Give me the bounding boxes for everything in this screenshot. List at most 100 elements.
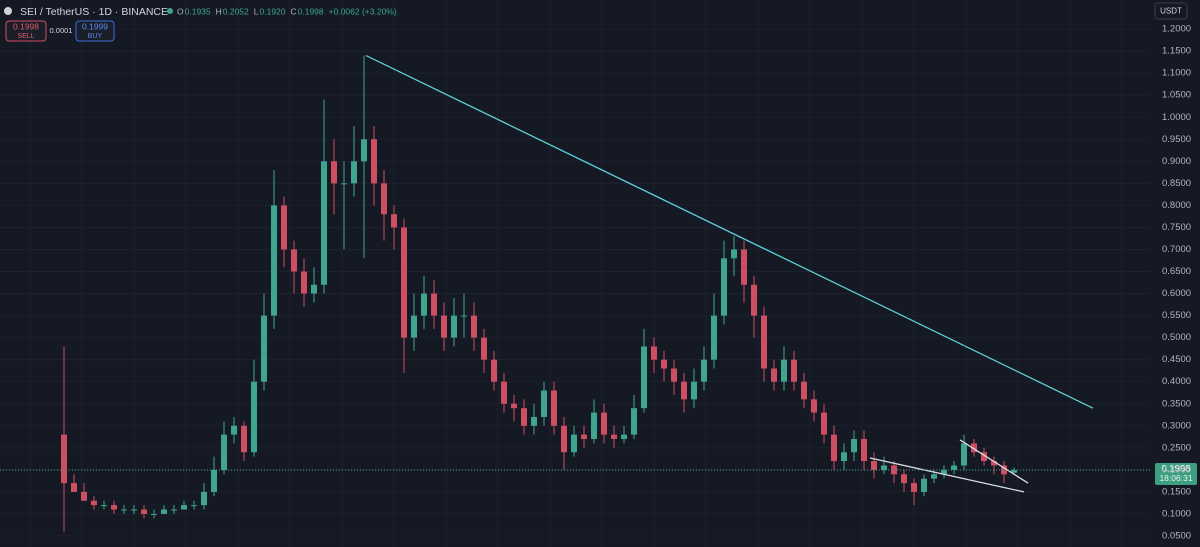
y-tick-label: 1.1500	[1162, 46, 1191, 57]
candle-body	[531, 416, 537, 426]
legend-key: L	[254, 6, 259, 16]
candle-body	[751, 284, 757, 316]
candle-body	[851, 439, 857, 453]
y-tick-label: 0.3500	[1162, 398, 1191, 409]
candle-body	[771, 368, 777, 382]
y-tick-label: 0.2500	[1162, 442, 1191, 453]
buy-button[interactable]	[75, 20, 115, 42]
legend-change: +0.0062 (+3.20%)	[329, 6, 397, 16]
y-tick-label: 0.3000	[1162, 420, 1191, 431]
symbol-icon	[4, 7, 12, 15]
candle-body	[991, 461, 997, 466]
y-tick-label: 0.7500	[1162, 222, 1191, 233]
candle-body	[841, 452, 847, 462]
legend-value: 0.2052	[223, 6, 249, 16]
candle-body	[451, 315, 457, 338]
candle-body	[621, 434, 627, 440]
candle-body	[921, 478, 927, 492]
y-tick-label: 0.5500	[1162, 310, 1191, 321]
candle-body	[91, 500, 97, 506]
candle-body	[111, 505, 117, 510]
candle-body	[471, 315, 477, 338]
candle-body	[591, 412, 597, 440]
y-tick-label: 0.4000	[1162, 376, 1191, 387]
y-tick-label: 0.5000	[1162, 332, 1191, 343]
candle-body	[491, 359, 497, 382]
candle-body	[941, 469, 947, 475]
y-tick-label: 0.1500	[1162, 486, 1191, 497]
candle-body	[501, 381, 507, 404]
currency[interactable]: USDT	[1160, 7, 1182, 16]
spread: 0.0001	[50, 26, 73, 35]
y-tick-label: 0.9000	[1162, 156, 1191, 167]
candle-body	[761, 315, 767, 369]
candle-body	[901, 474, 907, 484]
candle-body	[211, 469, 217, 492]
candle-body	[981, 452, 987, 462]
candle-body	[391, 214, 397, 228]
candle-body	[561, 425, 567, 453]
candle-body	[301, 271, 307, 294]
candle-body	[731, 249, 737, 259]
candle-body	[871, 461, 877, 470]
candle-body	[681, 381, 687, 400]
candle-body	[351, 161, 357, 184]
y-tick-label: 0.1000	[1162, 508, 1191, 519]
candle-body	[801, 381, 807, 400]
candle-body	[261, 315, 267, 382]
candle-body	[521, 408, 527, 426]
candle-body	[231, 425, 237, 435]
candle-body	[691, 381, 697, 400]
candle-body	[671, 368, 677, 382]
trendline	[365, 54, 1094, 409]
candle-body	[781, 359, 787, 382]
candle-body	[911, 483, 917, 492]
candle-body	[721, 258, 727, 316]
buy-price[interactable]: 0.1999	[82, 21, 108, 31]
candle-body	[201, 491, 207, 506]
candle-body	[881, 465, 887, 470]
candle-body	[631, 408, 637, 435]
candle-body	[341, 183, 347, 185]
candle-body	[141, 509, 147, 514]
candle-body	[661, 359, 667, 369]
ohlc-legend: O 0.1935 H 0.2052 L 0.1920 C 0.1998 +0.0062 (+3.…	[177, 6, 397, 16]
candle-body	[101, 505, 107, 507]
candle-body	[371, 139, 377, 184]
buy-label[interactable]: BUY	[88, 33, 103, 40]
candle-body	[1001, 465, 1007, 475]
grid	[0, 0, 1150, 547]
candle-body	[961, 443, 967, 466]
candle-body	[581, 434, 587, 440]
candle-body	[241, 425, 247, 453]
legend-key: H	[216, 6, 222, 16]
candle-body	[821, 412, 827, 435]
sell-button[interactable]	[5, 20, 47, 42]
candle-body	[611, 434, 617, 440]
candle-body	[641, 346, 647, 409]
legend-value: 0.1935	[185, 6, 211, 16]
candle-body	[861, 439, 867, 462]
candle-body	[701, 359, 707, 382]
sell-label[interactable]: SELL	[17, 33, 34, 40]
candle-body	[951, 465, 957, 470]
candle-body	[791, 359, 797, 382]
countdown: 18:06:31	[1159, 473, 1192, 483]
candle-body	[171, 509, 177, 511]
currency-button[interactable]	[1154, 2, 1188, 20]
y-tick-label: 0.9500	[1162, 134, 1191, 145]
y-tick-label: 0.8500	[1162, 178, 1191, 189]
trendline	[869, 457, 1025, 493]
symbol: SEI / TetherUS · 1D · BINANCE	[20, 6, 168, 18]
last-price-box	[1155, 462, 1197, 485]
candle-body	[271, 205, 277, 316]
sell-price[interactable]: 0.1998	[13, 21, 39, 31]
y-tick-label: 0.7000	[1162, 244, 1191, 255]
candle-body	[71, 483, 77, 492]
candle-body	[601, 412, 607, 435]
last-price: 0.1998	[1161, 463, 1190, 474]
y-tick-label: 0.6000	[1162, 288, 1191, 299]
legend-value: 0.1920	[260, 6, 286, 16]
